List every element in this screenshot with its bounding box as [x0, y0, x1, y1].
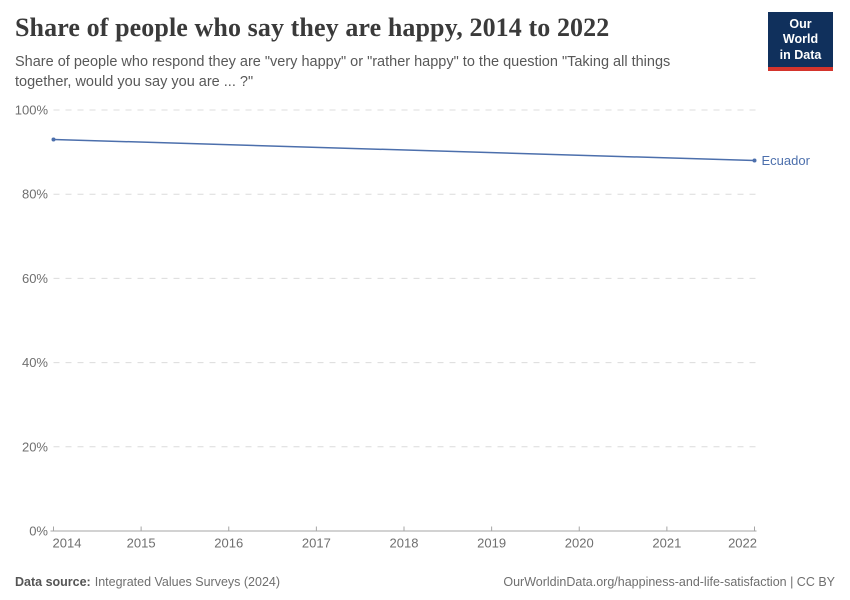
- page-title: Share of people who say they are happy, …: [15, 13, 610, 42]
- data-point[interactable]: [51, 137, 56, 142]
- data-source-label: Data source:: [15, 575, 91, 589]
- x-axis-label: 2017: [302, 536, 331, 551]
- logo-text-line1: Our World: [782, 17, 819, 47]
- data-source-value: Integrated Values Surveys (2024): [94, 575, 281, 589]
- owid-logo[interactable]: Our World in Data: [768, 12, 833, 71]
- y-axis-label: 40%: [22, 355, 48, 370]
- footer-citation[interactable]: OurWorldinData.org/happiness-and-life-sa…: [503, 575, 835, 589]
- x-axis-label: 2014: [53, 536, 82, 551]
- data-point[interactable]: [752, 158, 757, 163]
- y-axis-label: 60%: [22, 271, 48, 286]
- x-axis-label: 2020: [565, 536, 594, 551]
- series-line[interactable]: [53, 138, 755, 162]
- series-label[interactable]: Ecuador: [762, 153, 811, 168]
- x-axis-label: 2018: [390, 536, 419, 551]
- x-axis-label: 2019: [477, 536, 506, 551]
- data-source: Data source: Integrated Values Surveys (2…: [15, 575, 280, 589]
- y-axis-label: 20%: [22, 439, 48, 454]
- y-axis-label: 80%: [22, 187, 48, 202]
- chart-subtitle: Share of people who respond they are "ve…: [15, 54, 671, 90]
- x-axis-label: 2016: [214, 536, 243, 551]
- chart-footer: Data source: Integrated Values Surveys (2…: [15, 575, 835, 589]
- y-axis-label: 100%: [15, 103, 49, 118]
- x-axis-label: 2015: [127, 536, 156, 551]
- x-axis-label: 2022: [728, 536, 757, 551]
- x-axis-label: 2021: [652, 536, 681, 551]
- logo-text-line2: in Data: [779, 47, 822, 62]
- y-axis-label: 0%: [29, 524, 48, 539]
